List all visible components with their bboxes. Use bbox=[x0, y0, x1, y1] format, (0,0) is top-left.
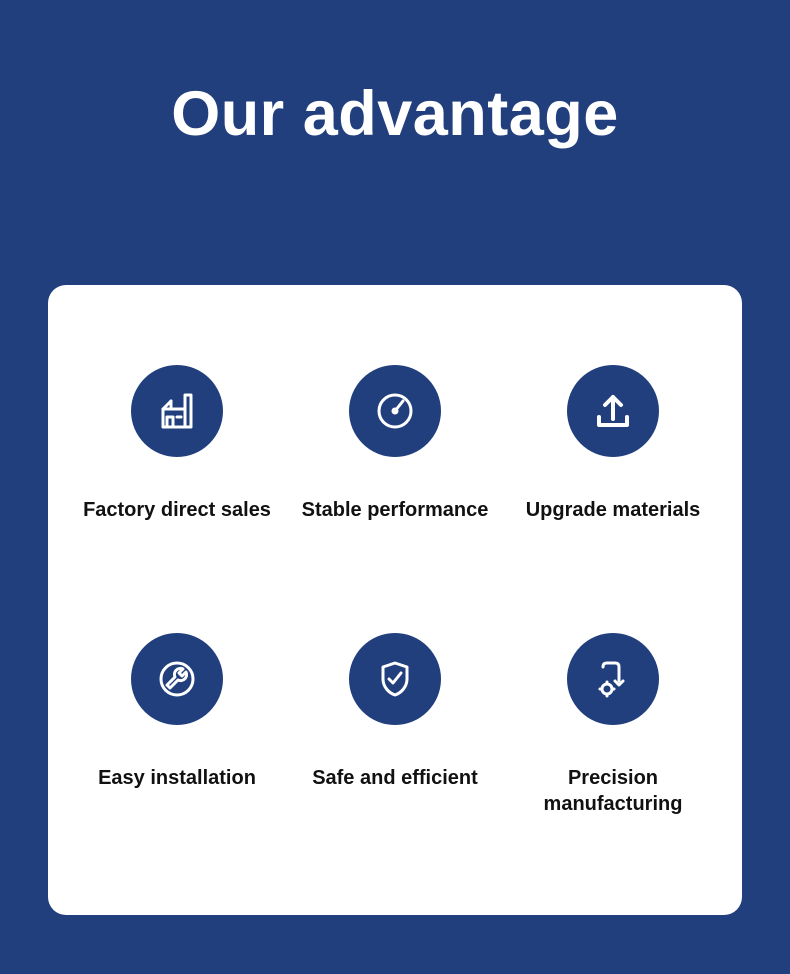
advantage-label: Factory direct sales bbox=[77, 497, 277, 523]
advantage-label: Easy installation bbox=[92, 765, 262, 791]
shield-icon bbox=[349, 633, 441, 725]
wrench-icon bbox=[131, 633, 223, 725]
upload-icon bbox=[567, 365, 659, 457]
page-title: Our advantage bbox=[0, 0, 790, 150]
advantage-label: Safe and efficient bbox=[306, 765, 484, 791]
advantage-item: Precision manufacturing bbox=[508, 633, 718, 817]
advantage-label: Upgrade materials bbox=[520, 497, 707, 523]
robot-arm-icon bbox=[567, 633, 659, 725]
advantage-item: Stable performance bbox=[290, 365, 500, 523]
advantage-item: Safe and efficient bbox=[290, 633, 500, 791]
advantage-item: Upgrade materials bbox=[508, 365, 718, 523]
advantage-label: Precision manufacturing bbox=[508, 765, 718, 817]
advantage-item: Factory direct sales bbox=[72, 365, 282, 523]
advantages-grid: Factory direct sales Stable performance bbox=[68, 365, 722, 817]
page: Our advantage Facto bbox=[0, 0, 790, 974]
gauge-icon bbox=[349, 365, 441, 457]
advantage-item: Easy installation bbox=[72, 633, 282, 791]
advantages-card: Factory direct sales Stable performance bbox=[48, 285, 742, 915]
factory-icon bbox=[131, 365, 223, 457]
advantage-label: Stable performance bbox=[296, 497, 495, 523]
